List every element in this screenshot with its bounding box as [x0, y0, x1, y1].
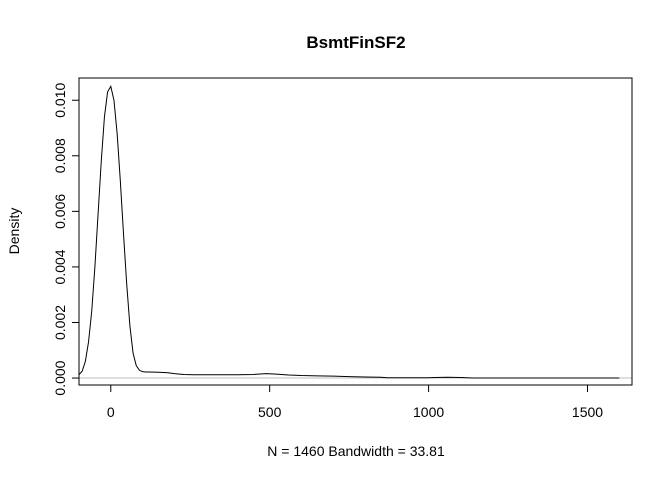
y-tick-label: 0.002 [52, 305, 68, 340]
y-tick-label: 0.008 [52, 138, 68, 173]
x-tick-label: 500 [258, 404, 282, 420]
density-curve [78, 84, 620, 379]
x-axis: 0 500 1000 1500 [107, 384, 603, 420]
x-tick-label: 0 [107, 404, 115, 420]
x-tick-label: 1000 [413, 404, 444, 420]
y-tick-label: 0.000 [52, 360, 68, 395]
y-tick-label: 0.010 [52, 83, 68, 118]
y-tick-label: 0.004 [52, 249, 68, 284]
y-tick-label: 0.006 [52, 194, 68, 229]
y-axis: 0.000 0.002 0.004 0.006 0.008 0.010 [52, 83, 80, 396]
plot-box [78, 77, 633, 386]
x-tick-label: 1500 [572, 404, 603, 420]
chart-title: BsmtFinSF2 [306, 33, 405, 52]
y-axis-label: Density [6, 208, 22, 255]
x-axis-label: N = 1460 Bandwidth = 33.81 [267, 443, 445, 459]
